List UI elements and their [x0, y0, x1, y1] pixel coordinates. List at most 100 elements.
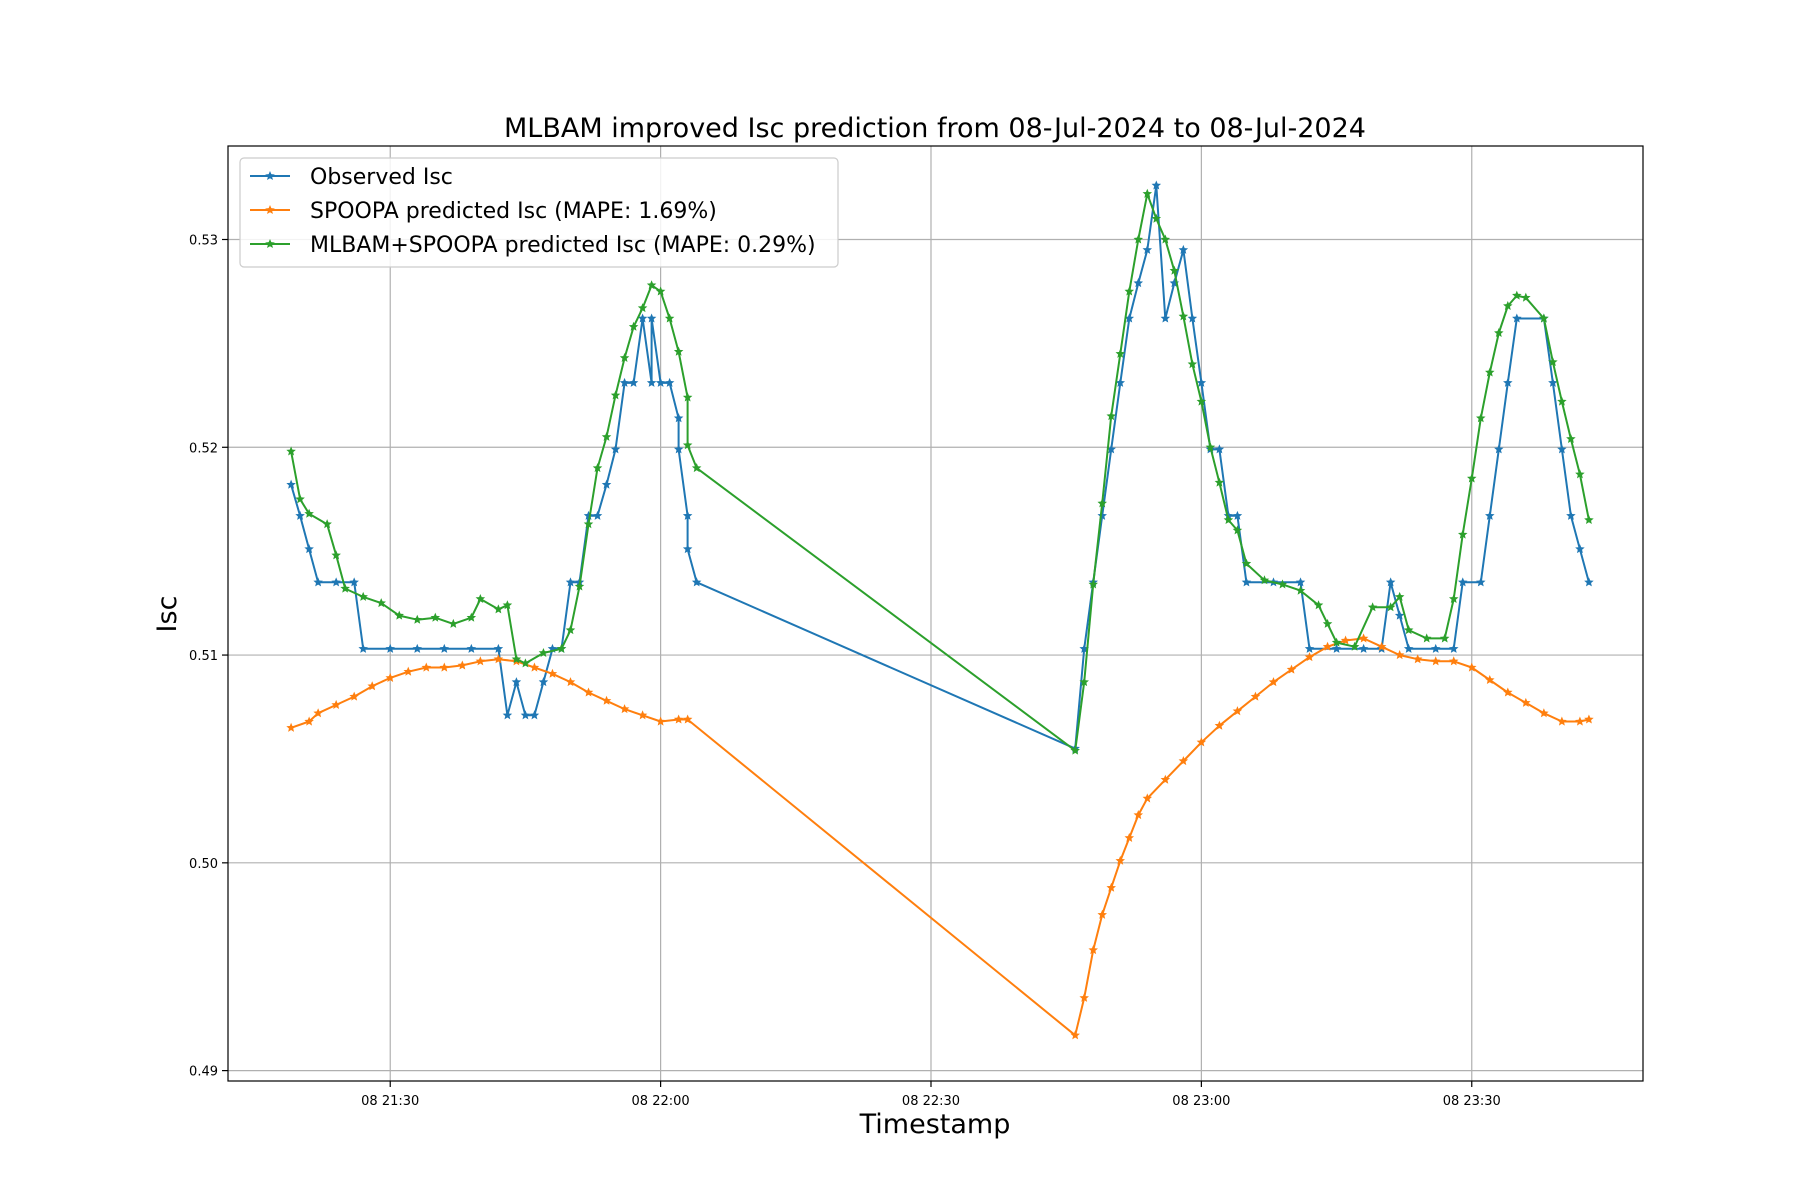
series-1: [286, 180, 1594, 753]
data-point-marker: [1457, 529, 1468, 539]
data-point-marker: [1160, 234, 1171, 244]
data-point-marker: [358, 591, 368, 601]
data-point-marker: [1124, 313, 1135, 323]
data-point-marker: [1322, 641, 1333, 651]
data-point-marker: [592, 463, 603, 473]
data-point-marker: [412, 643, 423, 653]
data-point-marker: [340, 583, 350, 593]
data-point-marker: [1142, 188, 1153, 198]
data-point-marker: [1106, 882, 1116, 892]
data-point-marker: [493, 643, 504, 653]
data-point-marker: [358, 643, 368, 653]
data-point-marker: [493, 654, 504, 664]
data-point-marker: [565, 577, 576, 587]
data-point-marker: [1205, 442, 1216, 452]
series-2: [286, 633, 1594, 1040]
data-point-marker: [1421, 633, 1432, 643]
y-tick-label: 0.52: [189, 441, 218, 456]
data-point-marker: [1476, 577, 1486, 587]
data-point-marker: [583, 519, 594, 529]
x-tick-label: 08 22:00: [632, 1094, 690, 1109]
data-point-marker: [304, 544, 314, 554]
data-point-marker: [1349, 641, 1360, 651]
data-point-marker: [439, 643, 450, 653]
legend: Observed Isc SPOOPA predicted Isc (MAPE: …: [239, 157, 839, 268]
data-point-marker: [295, 494, 305, 504]
data-point-marker: [1070, 745, 1080, 755]
data-point-marker: [610, 390, 621, 400]
data-point-marker: [1521, 292, 1531, 302]
data-point-marker: [1295, 577, 1306, 587]
data-point-marker: [511, 677, 522, 687]
data-point-marker: [1115, 348, 1126, 358]
data-point-marker: [655, 286, 666, 296]
data-point-marker: [1331, 643, 1342, 653]
grid: [228, 146, 1643, 1081]
data-point-marker: [673, 444, 684, 454]
data-point-marker: [1160, 774, 1171, 784]
data-point-marker: [682, 544, 693, 554]
data-point-marker: [1133, 278, 1144, 288]
data-point-marker: [439, 662, 450, 672]
data-point-marker: [1412, 654, 1423, 664]
data-point-marker: [448, 618, 459, 628]
legend-label: SPOOPA predicted Isc (MAPE: 1.69%): [310, 199, 717, 224]
data-point-marker: [1566, 433, 1576, 444]
data-point-marker: [313, 708, 323, 718]
data-point-marker: [637, 313, 648, 323]
data-point-marker: [1106, 444, 1116, 454]
x-tick-label: 08 23:00: [1172, 1094, 1230, 1109]
data-point-marker: [511, 654, 522, 664]
data-point-marker: [664, 377, 675, 387]
data-point-marker: [1584, 714, 1594, 724]
data-point-marker: [376, 598, 386, 608]
data-point-marker: [1133, 234, 1144, 244]
data-point-marker: [430, 612, 441, 622]
data-point-marker: [1394, 591, 1405, 601]
data-point-marker: [592, 510, 603, 520]
data-point-marker: [583, 687, 594, 697]
data-point-marker: [529, 662, 540, 672]
data-point-marker: [349, 691, 359, 701]
data-point-marker: [1367, 602, 1378, 612]
data-point-marker: [385, 643, 395, 653]
data-point-marker: [1232, 706, 1243, 716]
data-point-marker: [619, 377, 630, 387]
data-point-marker: [1512, 313, 1522, 323]
data-point-marker: [610, 444, 621, 454]
data-point-marker: [1448, 593, 1459, 603]
data-point-marker: [1079, 677, 1089, 687]
data-point-marker: [682, 392, 693, 402]
series-layer: [286, 180, 1594, 1040]
data-point-marker: [1196, 377, 1207, 387]
data-point-marker: [466, 612, 477, 622]
data-point-marker: [682, 510, 693, 520]
y-axis: 0.49 0.50 0.51 0.52 0.53: [189, 234, 228, 1080]
legend-swatch-marker: [265, 205, 275, 215]
y-tick-label: 0.53: [189, 234, 218, 249]
x-tick-label: 08 22:30: [902, 1094, 960, 1109]
data-point-marker: [286, 722, 296, 732]
data-point-marker: [394, 610, 404, 620]
y-tick-label: 0.51: [189, 649, 218, 664]
data-point-marker: [1503, 687, 1513, 697]
data-point-marker: [412, 614, 423, 624]
series-3: [286, 188, 1594, 755]
data-point-marker: [1476, 413, 1486, 423]
data-point-marker: [1358, 633, 1369, 643]
data-point-marker: [1430, 643, 1441, 653]
data-point-marker: [1142, 793, 1153, 803]
data-point-marker: [556, 643, 567, 653]
data-point-marker: [1115, 377, 1126, 387]
data-point-marker: [1187, 313, 1198, 323]
data-point-marker: [1403, 625, 1414, 635]
legend-swatch-marker: [265, 171, 275, 181]
data-point-marker: [619, 352, 630, 362]
data-point-marker: [475, 593, 486, 603]
data-point-marker: [1494, 328, 1504, 338]
data-point-marker: [1097, 498, 1107, 508]
data-point-marker: [1566, 510, 1576, 520]
data-point-marker: [1259, 575, 1270, 585]
data-point-marker: [1115, 855, 1126, 865]
data-point-marker: [691, 577, 702, 587]
